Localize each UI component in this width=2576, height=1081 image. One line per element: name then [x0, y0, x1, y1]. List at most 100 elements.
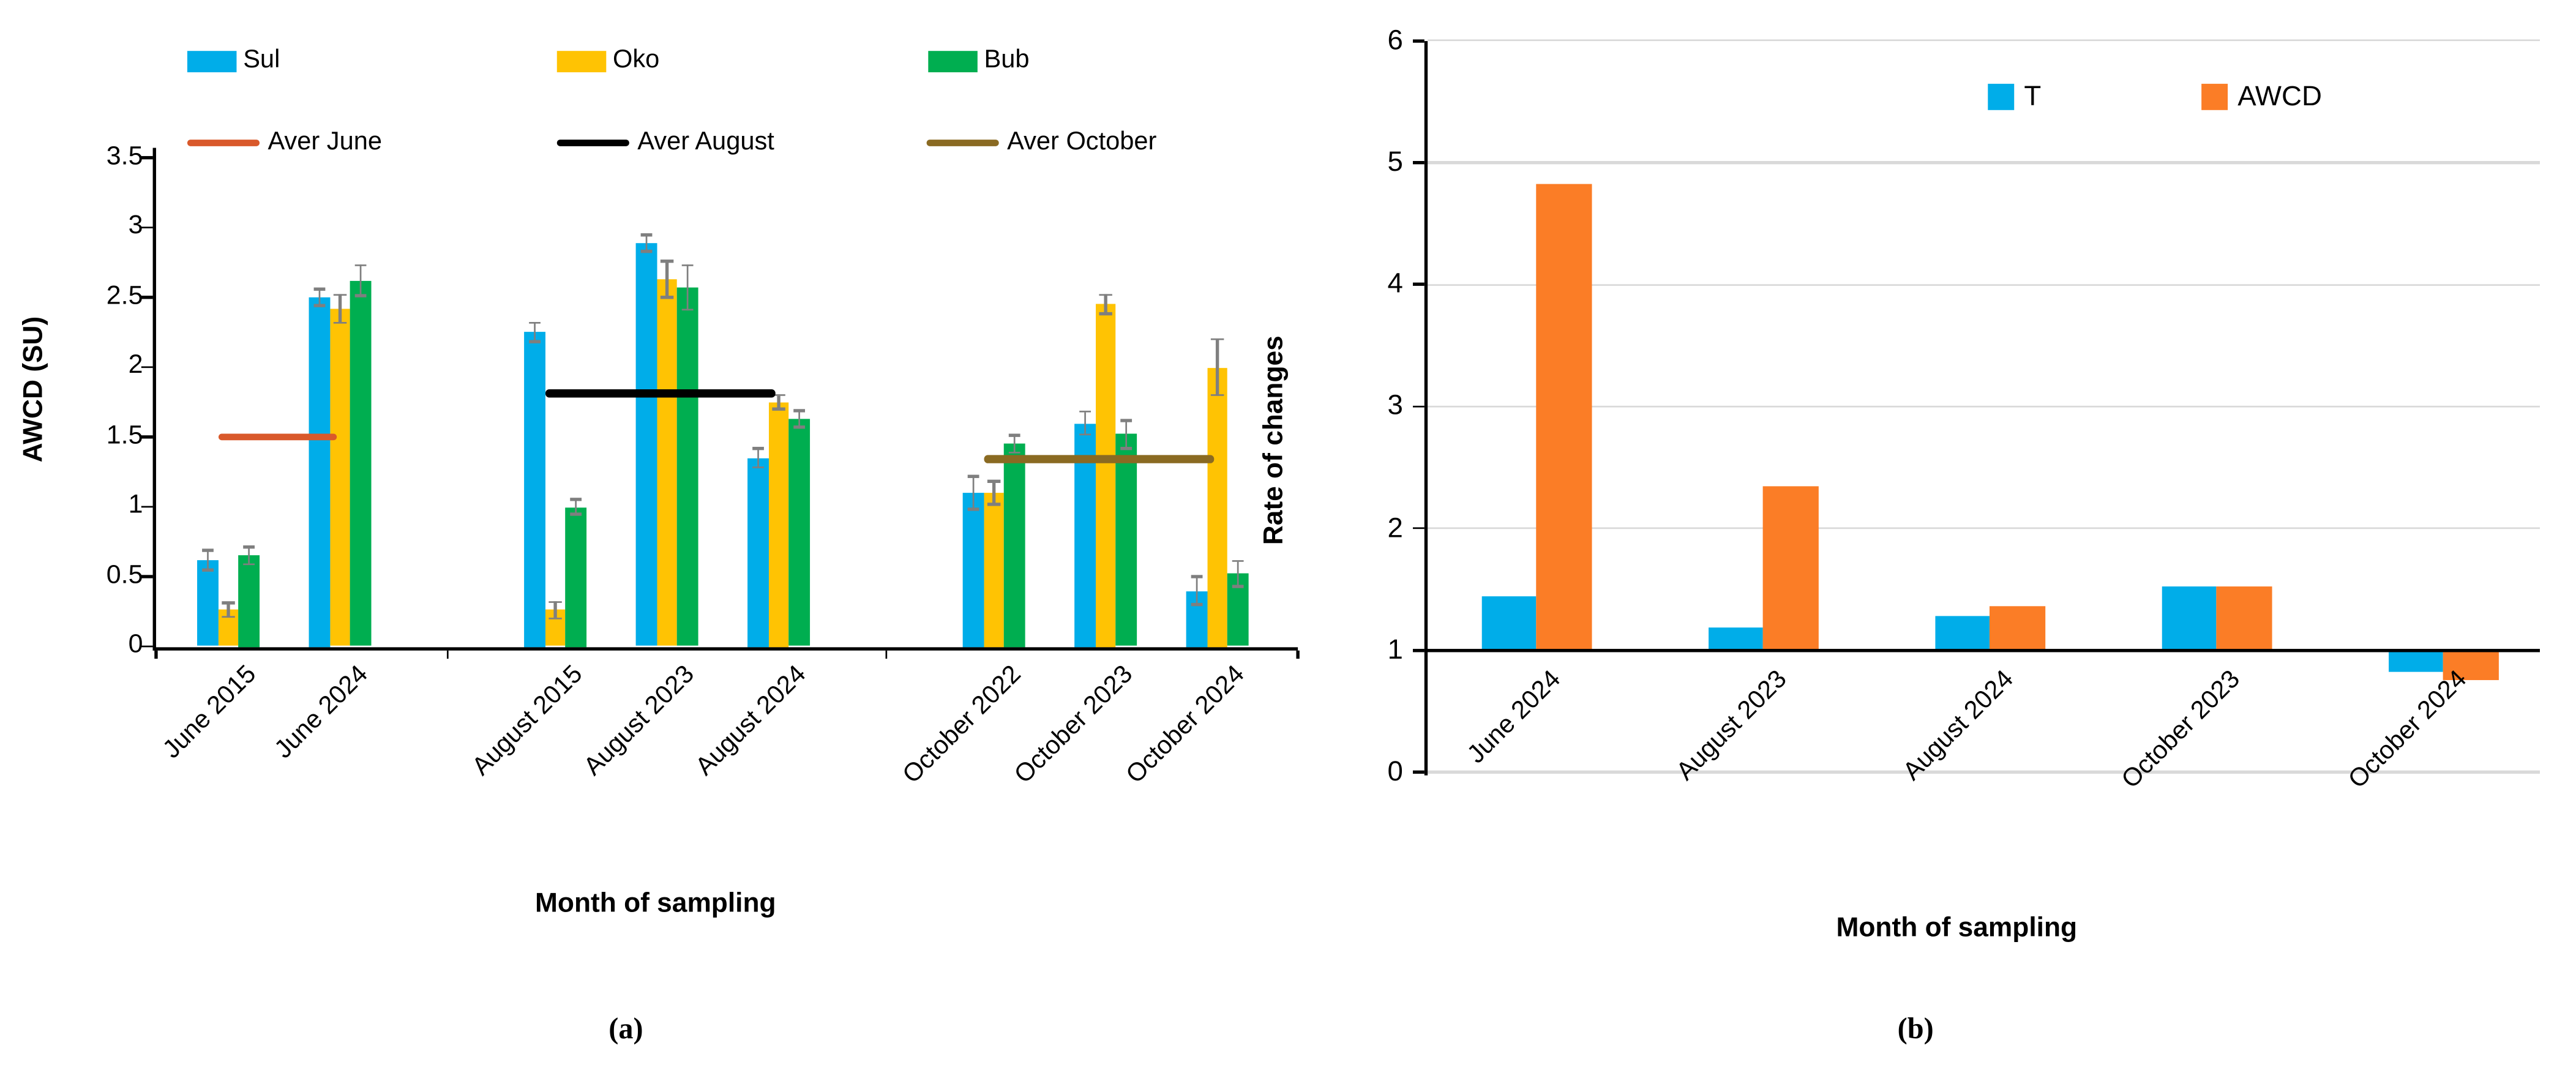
error-bar-stem — [247, 547, 250, 564]
error-bar-cap — [549, 617, 562, 620]
y-tick — [1413, 771, 1425, 774]
bar-Sul-June 2015 — [197, 559, 219, 646]
bar-Bub-August 2024 — [788, 419, 810, 646]
error-bar-stem — [1236, 561, 1240, 586]
y-tick-label: 1.5 — [106, 421, 143, 449]
legend-item-Sul: Sul — [187, 46, 280, 75]
legend-swatch-Bub — [928, 50, 978, 72]
error-bar-cap — [354, 264, 367, 267]
error-bar-stem — [339, 294, 342, 323]
y-tick — [141, 365, 152, 368]
legend-swatch-Oko — [556, 50, 607, 72]
chart-a-x-axis-title: Month of sampling — [535, 888, 776, 919]
error-bar-cap — [1099, 293, 1112, 296]
legend-item-Aver October: Aver October — [926, 128, 1156, 157]
error-bar-cap — [987, 480, 1000, 483]
y-tick-label: 2 — [1387, 512, 1403, 544]
error-bar-cap — [967, 474, 980, 477]
bar-Oko-June 2024 — [329, 308, 351, 646]
error-bar-cap — [967, 508, 980, 511]
bar-Oko-October 2023 — [1095, 304, 1116, 647]
error-bar-cap — [681, 264, 694, 267]
legend-label: Bub — [984, 46, 1030, 74]
gridline — [1428, 771, 2540, 773]
y-tick — [141, 156, 152, 159]
gridline — [1428, 283, 2540, 286]
chart-a-x-axis-line — [152, 646, 1298, 650]
error-bar-cap — [1231, 585, 1245, 588]
error-bar-stem — [992, 481, 995, 504]
legend-swatch-Sul — [187, 50, 237, 72]
error-bar-stem — [359, 265, 362, 296]
chart-a-y-axis-line — [152, 148, 156, 650]
y-tick — [141, 435, 152, 438]
bar-Oko-October 2022 — [983, 493, 1005, 647]
legend-item-Aver June: Aver June — [187, 128, 382, 157]
y-tick-label: 2.5 — [106, 282, 143, 310]
legend-line-swatch — [187, 139, 260, 147]
error-bar-cap — [772, 394, 785, 397]
bar-Bub-June 2024 — [350, 280, 371, 646]
legend-line-swatch — [556, 139, 629, 147]
y-tick-label: 5 — [1387, 146, 1403, 178]
caption-a: (a) — [608, 1012, 643, 1045]
y-tick-label: 0 — [128, 630, 143, 659]
y-tick — [141, 296, 152, 299]
bar-AWCD-October 2024 — [2443, 650, 2498, 679]
gridline — [1428, 405, 2540, 408]
y-tick — [1413, 161, 1425, 164]
bar-Oko-October 2024 — [1207, 367, 1228, 647]
error-bar-cap — [661, 260, 673, 263]
bar-Sul-August 2024 — [747, 458, 769, 647]
error-bar-cap — [528, 321, 541, 324]
x-tick — [446, 649, 449, 659]
error-bar-stem — [1216, 339, 1219, 395]
x-tick — [1296, 649, 1300, 659]
error-bar-cap — [222, 615, 235, 619]
bar-AWCD-October 2023 — [2216, 586, 2272, 651]
bar-Oko-August 2023 — [656, 279, 678, 646]
error-bar-cap — [752, 446, 765, 450]
error-bar-stem — [1125, 420, 1128, 449]
caption-b: (b) — [1897, 1012, 1934, 1045]
error-bar-cap — [1190, 603, 1204, 606]
y-tick — [141, 575, 152, 578]
error-bar-cap — [549, 600, 562, 604]
y-tick-label: 4 — [1387, 267, 1403, 299]
bar-Bub-August 2015 — [565, 506, 586, 647]
error-bar-cap — [1008, 434, 1021, 437]
bar-T-June 2024 — [1481, 596, 1537, 651]
y-tick — [1413, 39, 1425, 42]
error-bar-stem — [777, 395, 781, 410]
error-bar-cap — [569, 498, 582, 501]
error-bar-stem — [553, 602, 557, 619]
error-bar-cap — [1211, 338, 1224, 341]
chart-b-y-axis-title: Rate of changes — [1259, 335, 1289, 545]
error-bar-cap — [661, 296, 673, 299]
error-bar-cap — [793, 409, 806, 412]
error-bar-stem — [1104, 294, 1107, 315]
legend-line-swatch — [926, 139, 999, 147]
bar-Bub-August 2023 — [677, 287, 698, 646]
y-tick — [141, 505, 152, 509]
error-bar-cap — [354, 294, 367, 297]
gridline — [1428, 527, 2540, 529]
y-tick-label: 3.5 — [106, 142, 143, 170]
error-bar-cap — [222, 602, 235, 605]
legend-label: T — [2024, 80, 2042, 112]
error-bar-cap — [1231, 559, 1245, 563]
error-bar-cap — [640, 233, 653, 236]
y-tick-label: 6 — [1387, 24, 1403, 56]
y-tick-label: 3 — [1387, 390, 1403, 422]
chart-b-y-axis-line — [1424, 40, 1428, 776]
bar-T-October 2024 — [2387, 650, 2443, 673]
error-bar-cap — [987, 503, 1000, 506]
bar-Oko-August 2024 — [768, 402, 789, 647]
bar-AWCD-June 2024 — [1536, 184, 1592, 651]
y-tick — [141, 645, 152, 648]
y-tick-label: 1 — [1387, 634, 1403, 665]
legend-label: Oko — [613, 46, 660, 74]
y-tick — [1413, 405, 1425, 408]
